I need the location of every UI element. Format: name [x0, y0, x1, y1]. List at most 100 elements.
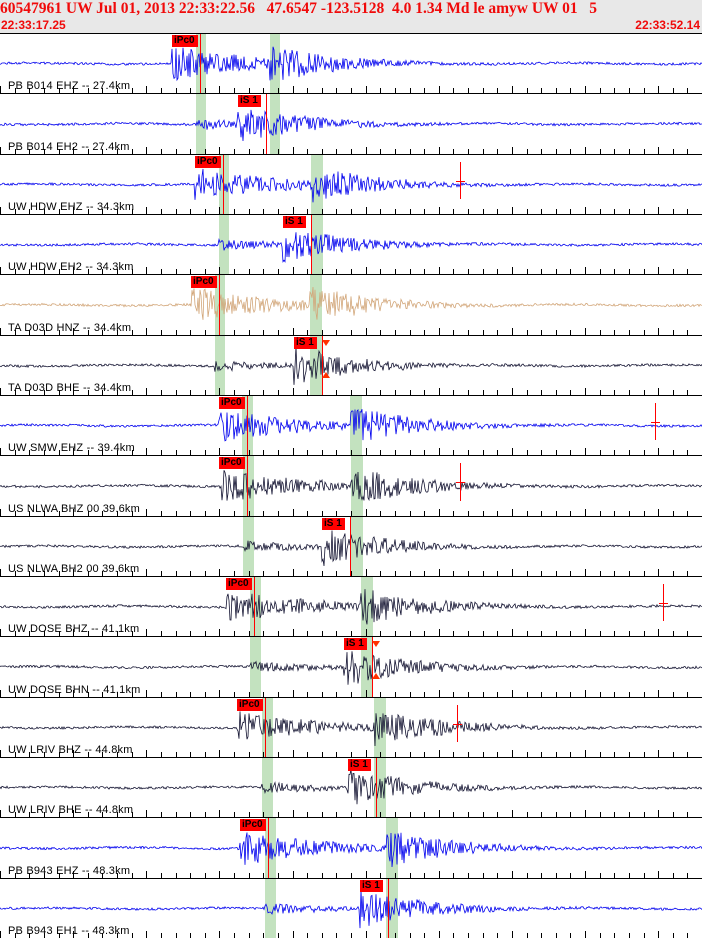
phase-window-shade: [270, 34, 280, 93]
pick-line[interactable]: [372, 637, 373, 697]
waveform: [0, 889, 702, 929]
phase-pick-flag[interactable]: iS 1: [238, 95, 261, 107]
trace-plot-area[interactable]: iS 1 UW HDW EH2 -- 34.3km: [0, 215, 702, 274]
phase-pick-flag[interactable]: iPc0: [219, 397, 245, 409]
trace-plot-area[interactable]: iS 1 PB B014 EH2 -- 27.4km: [0, 94, 702, 154]
waveform: [0, 409, 702, 442]
waveform: [0, 470, 702, 502]
trace-row[interactable]: iS 1 US NLWA BH2 00 39.6km: [0, 517, 702, 577]
phase-pick-flag[interactable]: iPc0: [191, 276, 217, 288]
phase-window-shade: [196, 94, 206, 154]
phase-pick-flag[interactable]: iPc0: [226, 578, 252, 590]
coda-marker[interactable]: [453, 705, 462, 742]
trace-row[interactable]: iPc0 TA D03D HNZ -- 34.4km: [0, 275, 702, 336]
coda-marker-cross: [651, 421, 660, 423]
phase-pick-flag[interactable]: iS 1: [294, 337, 317, 349]
pick-line[interactable]: [247, 456, 248, 516]
time-ticks: [0, 328, 702, 335]
pick-line[interactable]: [350, 517, 351, 576]
trace-row[interactable]: iS 1 UW DOSE BHN -- 41.1km: [0, 637, 702, 698]
trace-plot-area[interactable]: iS 1 TA D03D BHE -- 34.4km: [0, 336, 702, 395]
trace-plot-area[interactable]: iPc0 PB B014 EHZ -- 27.4km: [0, 34, 702, 93]
pick-line[interactable]: [311, 215, 312, 274]
trace-label: US NLWA BHZ 00 39.6km: [8, 503, 140, 515]
trace-plot-area[interactable]: iPc0 PB B943 EHZ -- 48.3km: [0, 818, 702, 878]
trace-row[interactable]: iPc0 UW LRIV BHZ -- 44.8km: [0, 698, 702, 758]
amplitude-marker-triangle[interactable]: [372, 641, 380, 647]
waveform: [0, 530, 702, 567]
time-ticks: [0, 147, 702, 154]
time-ticks: [0, 810, 702, 817]
pick-line[interactable]: [388, 879, 389, 938]
trace-plot-area[interactable]: iPc0 UW DOSE BHZ -- 41.1km: [0, 577, 702, 636]
trace-plot-area[interactable]: iS 1 UW DOSE BHN -- 41.1km: [0, 637, 702, 697]
trace-label: UW LRIV BHZ -- 44.8km: [8, 744, 133, 756]
waveform: [0, 651, 702, 685]
trace-row[interactable]: iS 1 PB B014 EH2 -- 27.4km: [0, 94, 702, 155]
amplitude-marker-triangle[interactable]: [322, 340, 330, 346]
pick-line[interactable]: [254, 577, 255, 636]
time-ticks: [0, 267, 702, 274]
pick-line[interactable]: [376, 758, 377, 817]
phase-window-shade: [386, 818, 398, 878]
trace-row[interactable]: iS 1 UW LRIV BHE -- 44.8km: [0, 758, 702, 818]
pick-line[interactable]: [219, 275, 220, 335]
phase-pick-flag[interactable]: iS 1: [344, 638, 367, 650]
time-ticks: [0, 750, 702, 757]
trace-plot-area[interactable]: iPc0 UW LRIV BHZ -- 44.8km: [0, 698, 702, 757]
phase-pick-flag[interactable]: iPc0: [240, 819, 266, 831]
time-ticks: [0, 86, 702, 93]
pick-line[interactable]: [265, 698, 266, 757]
trace-label: PB B943 EH1 -- 48.3km: [8, 925, 130, 937]
waveform: [0, 832, 702, 868]
trace-row[interactable]: iPc0 US NLWA BHZ 00 39.6km: [0, 456, 702, 517]
trace-row[interactable]: iPc0 PB B014 EHZ -- 27.4km: [0, 34, 702, 94]
event-header: 60547961 UW Jul 01, 2013 22:33:22.56 47.…: [0, 0, 702, 18]
trace-plot-area[interactable]: iPc0 TA D03D HNZ -- 34.4km: [0, 275, 702, 335]
pick-line[interactable]: [200, 34, 201, 93]
pick-line[interactable]: [322, 336, 323, 395]
phase-pick-flag[interactable]: iPc0: [172, 35, 198, 47]
coda-marker-cross: [456, 180, 465, 182]
trace-row[interactable]: iS 1 TA D03D BHE -- 34.4km: [0, 336, 702, 396]
trace-plot-area[interactable]: iS 1 US NLWA BH2 00 39.6km: [0, 517, 702, 576]
coda-marker[interactable]: [456, 463, 465, 501]
phase-window-shade: [262, 698, 273, 757]
trace-plot-area[interactable]: iPc0 UW SMW EHZ -- 39.4km: [0, 396, 702, 455]
phase-pick-flag[interactable]: iS 1: [360, 880, 383, 892]
pick-line[interactable]: [266, 94, 267, 154]
trace-row[interactable]: iPc0 UW SMW EHZ -- 39.4km: [0, 396, 702, 456]
trace-plot-area[interactable]: iS 1 UW LRIV BHE -- 44.8km: [0, 758, 702, 817]
phase-pick-flag[interactable]: iPc0: [237, 699, 263, 711]
phase-pick-flag[interactable]: iS 1: [322, 518, 345, 530]
trace-row[interactable]: iPc0 PB B943 EHZ -- 48.3km: [0, 818, 702, 879]
time-ticks: [0, 207, 702, 214]
trace-label: UW LRIV BHE -- 44.8km: [8, 804, 134, 816]
trace-row[interactable]: iS 1 UW HDW EH2 -- 34.3km: [0, 215, 702, 275]
phase-window-shade: [262, 758, 273, 817]
trace-label: PB B014 EH2 -- 27.4km: [8, 141, 130, 153]
phase-pick-flag[interactable]: iPc0: [195, 156, 221, 168]
coda-marker[interactable]: [659, 584, 668, 621]
phase-window-shade: [265, 879, 276, 938]
coda-marker[interactable]: [456, 162, 465, 199]
pick-line[interactable]: [223, 155, 224, 214]
waveform: [0, 346, 702, 385]
trace-row[interactable]: iS 1 PB B943 EH1 -- 48.3km: [0, 879, 702, 938]
trace-plot-area[interactable]: iS 1 PB B943 EH1 -- 48.3km: [0, 879, 702, 938]
trace-panel[interactable]: iPc0 PB B014 EHZ -- 27.4km iS 1 PB B014 EH2…: [0, 33, 702, 938]
amplitude-marker-triangle[interactable]: [372, 673, 380, 679]
pick-line[interactable]: [268, 818, 269, 878]
trace-plot-area[interactable]: iPc0 UW HDW EHZ -- 34.3km: [0, 155, 702, 214]
trace-label: TA D03D BHE -- 34.4km: [8, 382, 132, 394]
trace-row[interactable]: iPc0 UW DOSE BHZ -- 41.1km: [0, 577, 702, 637]
amplitude-marker-triangle[interactable]: [322, 372, 330, 378]
trace-row[interactable]: iPc0 UW HDW EHZ -- 34.3km: [0, 155, 702, 215]
phase-pick-flag[interactable]: iPc0: [219, 457, 245, 469]
phase-pick-flag[interactable]: iS 1: [348, 759, 371, 771]
phase-pick-flag[interactable]: iS 1: [283, 216, 306, 228]
coda-marker[interactable]: [651, 403, 660, 440]
trace-plot-area[interactable]: iPc0 US NLWA BHZ 00 39.6km: [0, 456, 702, 516]
phase-window-shade: [215, 336, 225, 395]
pick-line[interactable]: [247, 396, 248, 455]
